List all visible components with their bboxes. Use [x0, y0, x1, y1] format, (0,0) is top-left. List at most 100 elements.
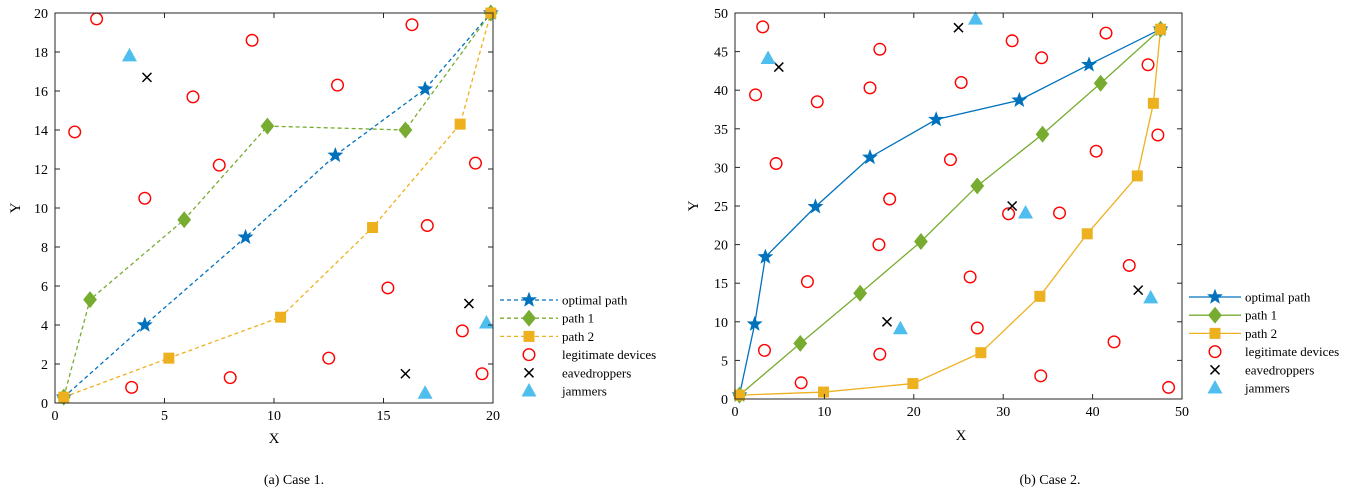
legitimate-devices-point	[758, 343, 772, 357]
legitimate-devices-point	[455, 324, 469, 338]
path-1-point	[83, 291, 97, 309]
legitimate-devices-point	[794, 376, 808, 390]
chart-case-2: 0 10 20 30 40 50 0 5 10 15 20 25 30 35 40 45 50 X Y opti…	[686, 7, 1339, 488]
legitimate-devices-point	[212, 158, 226, 172]
legend-marker-optimal-path	[1207, 288, 1223, 304]
path-2-point	[454, 118, 466, 130]
jammers-point	[967, 11, 983, 25]
legitimate-devices-point	[381, 281, 395, 295]
x-axis-label: X	[956, 428, 967, 444]
legitimate-devices-point	[1005, 34, 1019, 48]
jammers-point	[121, 47, 137, 62]
y-tick-label: 35	[714, 123, 728, 138]
path-1-point	[177, 211, 192, 229]
y-tick-label: 50	[714, 7, 728, 22]
legend-marker-path-1	[1208, 306, 1222, 324]
legitimate-devices-point	[1089, 144, 1103, 158]
legitimate-devices-point	[756, 20, 770, 34]
optimal-path-point	[746, 315, 763, 331]
path-1-point	[853, 284, 868, 302]
path-2-point	[733, 389, 745, 401]
path-1-point	[793, 334, 808, 352]
optimal-path-point	[327, 146, 344, 163]
legend-label: eavedroppers	[562, 365, 631, 380]
y-tick-label: 18	[34, 46, 48, 61]
jammers-point	[1143, 289, 1159, 304]
eavedroppers-point	[1007, 200, 1018, 212]
legitimate-devices-point	[1035, 51, 1049, 65]
x-axis-label: X	[269, 431, 280, 447]
jammers-point	[417, 385, 433, 399]
eavedroppers-point	[953, 22, 964, 33]
path-2-point	[1147, 97, 1159, 109]
path-2-point	[367, 222, 379, 233]
legend-label: path 1	[1245, 308, 1277, 323]
path-1-point	[914, 233, 928, 250]
legend-marker-legitimate-devices	[522, 348, 536, 362]
path-2-point	[818, 386, 830, 398]
legend-label: legitimate devices	[1245, 344, 1339, 359]
legend-marker-path-2	[523, 330, 535, 342]
path-1-line	[63, 13, 492, 398]
legend-label: jammers	[1244, 381, 1290, 396]
legitimate-devices-point	[810, 95, 824, 109]
path-1-point	[1035, 125, 1050, 143]
jammers-point	[760, 50, 776, 65]
path-1-point	[970, 177, 985, 195]
y-tick-label: 6	[41, 280, 48, 295]
y-axis-label: Y	[8, 202, 24, 213]
legend-marker-jammers	[1207, 380, 1223, 394]
legitimate-devices-point	[1141, 58, 1155, 72]
legitimate-devices-point	[1099, 26, 1113, 40]
legend-label: optimal path	[562, 293, 628, 308]
legend-marker-optimal-path	[521, 291, 537, 307]
x-tick-label: 10	[267, 409, 281, 424]
y-tick-label: 0	[41, 397, 48, 412]
x-tick-label: 20	[907, 405, 921, 420]
legitimate-devices-point	[1162, 380, 1176, 394]
legend-label: legitimate devices	[562, 347, 656, 362]
legitimate-devices-point	[873, 42, 887, 56]
path-2-point	[1034, 290, 1046, 302]
y-tick-label: 10	[714, 316, 728, 331]
y-tick-label: 10	[34, 202, 48, 217]
legitimate-devices-point	[954, 75, 968, 89]
legend-marker-eavedroppers	[523, 367, 535, 378]
legitimate-devices-point	[872, 238, 886, 252]
eavedroppers-point	[773, 62, 784, 73]
legend-marker-path-1	[522, 309, 536, 327]
path-1-point	[260, 117, 275, 135]
legend-label: path 2	[562, 329, 594, 344]
caption: (b) Case 2.	[1019, 473, 1080, 488]
optimal-path-point	[136, 316, 153, 332]
optimal-path-point	[1081, 56, 1097, 72]
legitimate-devices-point	[749, 88, 763, 102]
legitimate-devices-point	[405, 18, 419, 32]
caption: (a) Case 1.	[264, 473, 324, 488]
y-tick-label: 45	[714, 46, 728, 61]
y-tick-label: 5	[721, 354, 728, 369]
optimal-path-line	[63, 13, 492, 398]
legitimate-devices-point	[475, 367, 489, 381]
legitimate-devices-point	[963, 270, 977, 284]
y-tick-label: 16	[34, 85, 48, 100]
x-tick-label: 40	[1086, 405, 1100, 420]
legitimate-devices-point	[873, 347, 887, 361]
optimal-path-point	[417, 80, 434, 96]
legend-label: path 1	[562, 311, 594, 326]
path-2-point	[1081, 228, 1093, 240]
legitimate-devices-point	[769, 157, 783, 171]
legend-marker-jammers	[521, 383, 537, 397]
y-tick-label: 12	[34, 163, 48, 178]
legitimate-devices-point	[943, 153, 957, 167]
legitimate-devices-point	[245, 33, 259, 47]
legend-label: optimal path	[1245, 290, 1311, 305]
legend: optimal path path 1 path 2 legitimate devic…	[500, 291, 656, 399]
y-tick-label: 2	[41, 358, 48, 373]
legend-marker-eavedroppers	[1209, 364, 1221, 375]
legitimate-devices-point	[1002, 207, 1016, 221]
legend-label: jammers	[561, 384, 607, 399]
legitimate-devices-point	[322, 351, 336, 365]
legitimate-devices-point	[1034, 369, 1048, 383]
optimal-path-point	[1011, 91, 1028, 107]
